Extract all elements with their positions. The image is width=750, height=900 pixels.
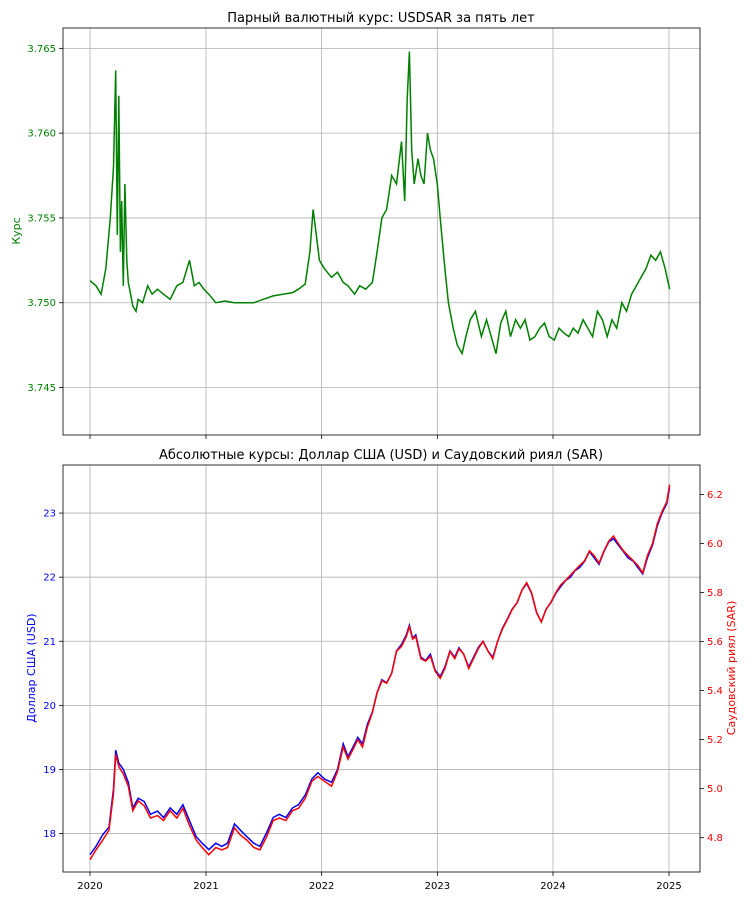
y-tick-label: 3.755 [27,213,56,224]
absolute-chart-grid [63,465,700,872]
x-tick-label: 2023 [425,881,450,892]
y2-tick-label: 5.2 [707,735,723,746]
x-tick-label: 2020 [77,881,102,892]
y2-tick-label: 5.8 [707,588,723,599]
x-tick-label: 2021 [193,881,218,892]
sar-y-axis: 4.8 5.0 5.2 5.4 5.6 5.8 6.0 6.2 [700,490,723,844]
usd-y-axis-label: Доллар США (USD) [25,613,38,722]
rate-y-axis: 3.745 3.750 3.755 3.760 3.765 [27,44,63,394]
absolute-chart-title: Абсолютные курсы: Доллар США (USD) и Сау… [159,448,603,463]
rate-y-axis-label: Курс [10,217,23,244]
absolute-chart: Абсолютные курсы: Доллар США (USD) и Сау… [25,448,738,892]
rate-x-axis [89,435,670,439]
y-tick-label: 3.760 [27,129,56,140]
absolute-plot-frame [62,464,701,873]
y2-tick-label: 5.0 [707,784,723,795]
x-tick-label: 2025 [656,881,681,892]
y2-tick-label: 5.4 [707,686,723,697]
y-tick-label: 19 [43,765,56,776]
y-tick-label: 18 [43,829,56,840]
sar-y-axis-label: Саудовский риял (SAR) [725,601,738,735]
y-tick-label: 3.745 [27,383,56,394]
y-tick-label: 20 [43,701,56,712]
absolute-x-axis: 2020 2021 2022 2023 2024 2025 [77,872,682,892]
x-tick-label: 2024 [540,881,565,892]
rate-plot-frame [62,27,701,436]
sar-series-line [89,484,671,861]
y2-tick-label: 6.0 [707,539,723,550]
y-tick-label: 21 [43,637,56,648]
y2-tick-label: 4.8 [707,833,723,844]
y2-tick-label: 5.6 [707,637,723,648]
y2-tick-label: 6.2 [707,490,723,501]
rate-chart-grid [63,28,700,435]
rate-chart-title: Парный валютный курс: USDSAR за пять лет [227,11,535,26]
usd-y-axis: 18 19 20 21 22 23 [43,509,63,840]
y-tick-label: 3.765 [27,44,56,55]
rate-chart: Парный валютный курс: USDSAR за пять лет… [10,11,701,439]
x-tick-label: 2022 [309,881,334,892]
rate-series-line [89,51,671,356]
y-tick-label: 22 [43,573,56,584]
usd-series-line [89,487,671,856]
y-tick-label: 3.750 [27,298,56,309]
y-tick-label: 23 [43,509,56,520]
